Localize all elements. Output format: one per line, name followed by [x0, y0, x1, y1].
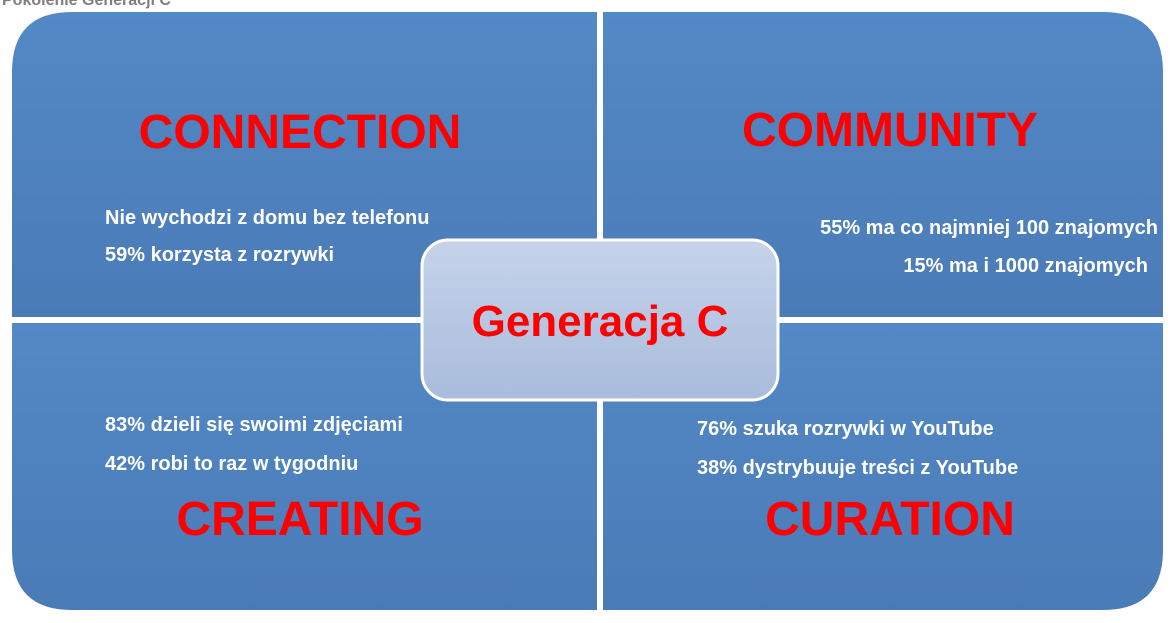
- quadrant-line: 55% ma co najmniej 100 znajomych: [820, 217, 1158, 239]
- quadrant-line: 38% dystrybuuje treści z YouTube: [697, 457, 1018, 479]
- quadrant-line: 76% szuka rozrywki w YouTube: [697, 418, 994, 440]
- quadrant-line: 83% dzieli się swoimi zdjęciami: [105, 414, 403, 436]
- quadrant-line: 15% ma i 1000 znajomych: [903, 255, 1148, 277]
- quadrant-line: Nie wychodzi z domu bez telefonu: [105, 207, 429, 229]
- quadrant-heading: CONNECTION: [139, 106, 462, 159]
- center-label: Generacja C: [472, 297, 729, 346]
- quadrant-heading: CURATION: [765, 493, 1015, 546]
- center-box: [420, 238, 780, 402]
- quadrant-line: 59% korzysta z rozrywki: [105, 244, 334, 266]
- page-title: Pokolenie Generacji C: [2, 0, 171, 9]
- quadrant-heading: COMMUNITY: [742, 104, 1038, 157]
- quadrant-heading: CREATING: [176, 493, 423, 546]
- quadrant-line: 42% robi to raz w tygodniu: [105, 453, 358, 475]
